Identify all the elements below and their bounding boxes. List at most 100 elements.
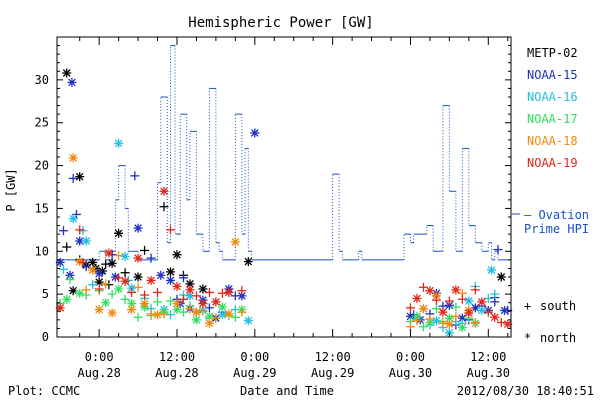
south-point [444,296,454,306]
north-point [418,304,428,314]
north-point [114,138,124,148]
south-point [120,294,130,304]
y-tick-label: 30 [35,73,49,87]
south-point [431,295,441,305]
y-tick-label: 20 [35,159,49,173]
north-point [457,323,467,333]
y-tick-label: 10 [35,244,49,258]
north-point [159,186,169,196]
south-point [483,293,493,303]
south-point [438,318,448,328]
south-point [62,242,72,252]
south-point [451,302,461,312]
south-point [204,287,214,297]
south-point [130,171,140,181]
south-point [133,282,143,292]
north-point [224,309,234,319]
south-point [140,245,150,255]
south-point [217,288,227,298]
x-axis-label: Date and Time [240,384,334,398]
south-point [65,275,75,285]
south-point [101,259,111,269]
north-point [120,276,130,286]
x-tick-date: Aug.30 [389,366,432,380]
south-point [198,306,208,316]
x-tick-time: 12:00 [315,350,351,364]
north-point [243,316,253,326]
north-point [153,310,163,320]
south-point [101,279,111,289]
north-point [211,297,221,307]
south-point [178,273,188,283]
south-point [457,294,467,304]
north-point [425,286,435,296]
north-point [156,270,166,280]
north-point [230,237,240,247]
north-point [133,253,143,263]
legend-item: NOAA-19 [527,156,578,170]
north-point [487,265,497,275]
north-point [114,228,124,238]
north-symbol: * [524,331,531,345]
north-point [75,172,85,182]
north-point [496,272,506,282]
north-point [204,311,214,321]
footer-timestamp: 2012/08/30 18:40:51 [457,384,594,398]
south-point [451,311,461,321]
north-point [62,68,72,78]
north-point [133,223,143,233]
north-point [166,275,175,285]
south-point [191,291,201,301]
north-point [198,284,208,294]
north-point [127,305,137,315]
north-point [94,305,104,315]
south-point [88,280,98,290]
y-axis-label: P [GW] [4,168,18,211]
south-point [470,317,480,327]
south-point [133,312,143,322]
north-point [477,297,487,307]
south-point [418,282,428,292]
south-point [431,304,441,314]
north-point [107,308,117,318]
north-point [172,250,182,260]
south-point [127,287,137,297]
ovation-label-line2: Prime HPI [524,222,589,236]
south-point [159,309,169,319]
x-tick-date: Aug.30 [467,366,510,380]
north-point [444,319,454,329]
north-point [172,281,182,291]
north-point [114,284,124,294]
north-point [451,285,461,295]
south-point [58,264,68,274]
x-tick-time: 12:00 [470,350,506,364]
north-point [62,294,72,304]
x-tick-time: 0:00 [240,350,269,364]
south-point [418,322,428,332]
north-point [185,285,195,295]
y-tick-label: 25 [35,116,49,130]
south-point [146,253,156,263]
south-point [496,317,506,327]
north-label: north [540,331,576,345]
south-point [493,245,503,255]
north-point [81,236,91,246]
north-point [133,272,143,282]
points-layer [55,68,513,338]
north-point [464,308,474,318]
south-label: south [540,299,576,313]
south-point [185,304,195,314]
south-point [237,307,247,317]
x-tick-date: Aug.29 [311,366,354,380]
south-point [470,285,480,295]
footer-plot-source: Plot: CCMC [8,384,80,398]
south-point [75,225,85,235]
south-point [114,273,124,283]
ovation-label-line1: — Ovation [524,208,589,222]
north-point [490,312,500,322]
south-point [58,226,68,236]
y-tick-label: 15 [35,201,49,215]
south-point [211,313,221,323]
legend: METP-02 NOAA-15 NOAA-16 NOAA-17 NOAA-18 NOAA-… [527,46,578,170]
